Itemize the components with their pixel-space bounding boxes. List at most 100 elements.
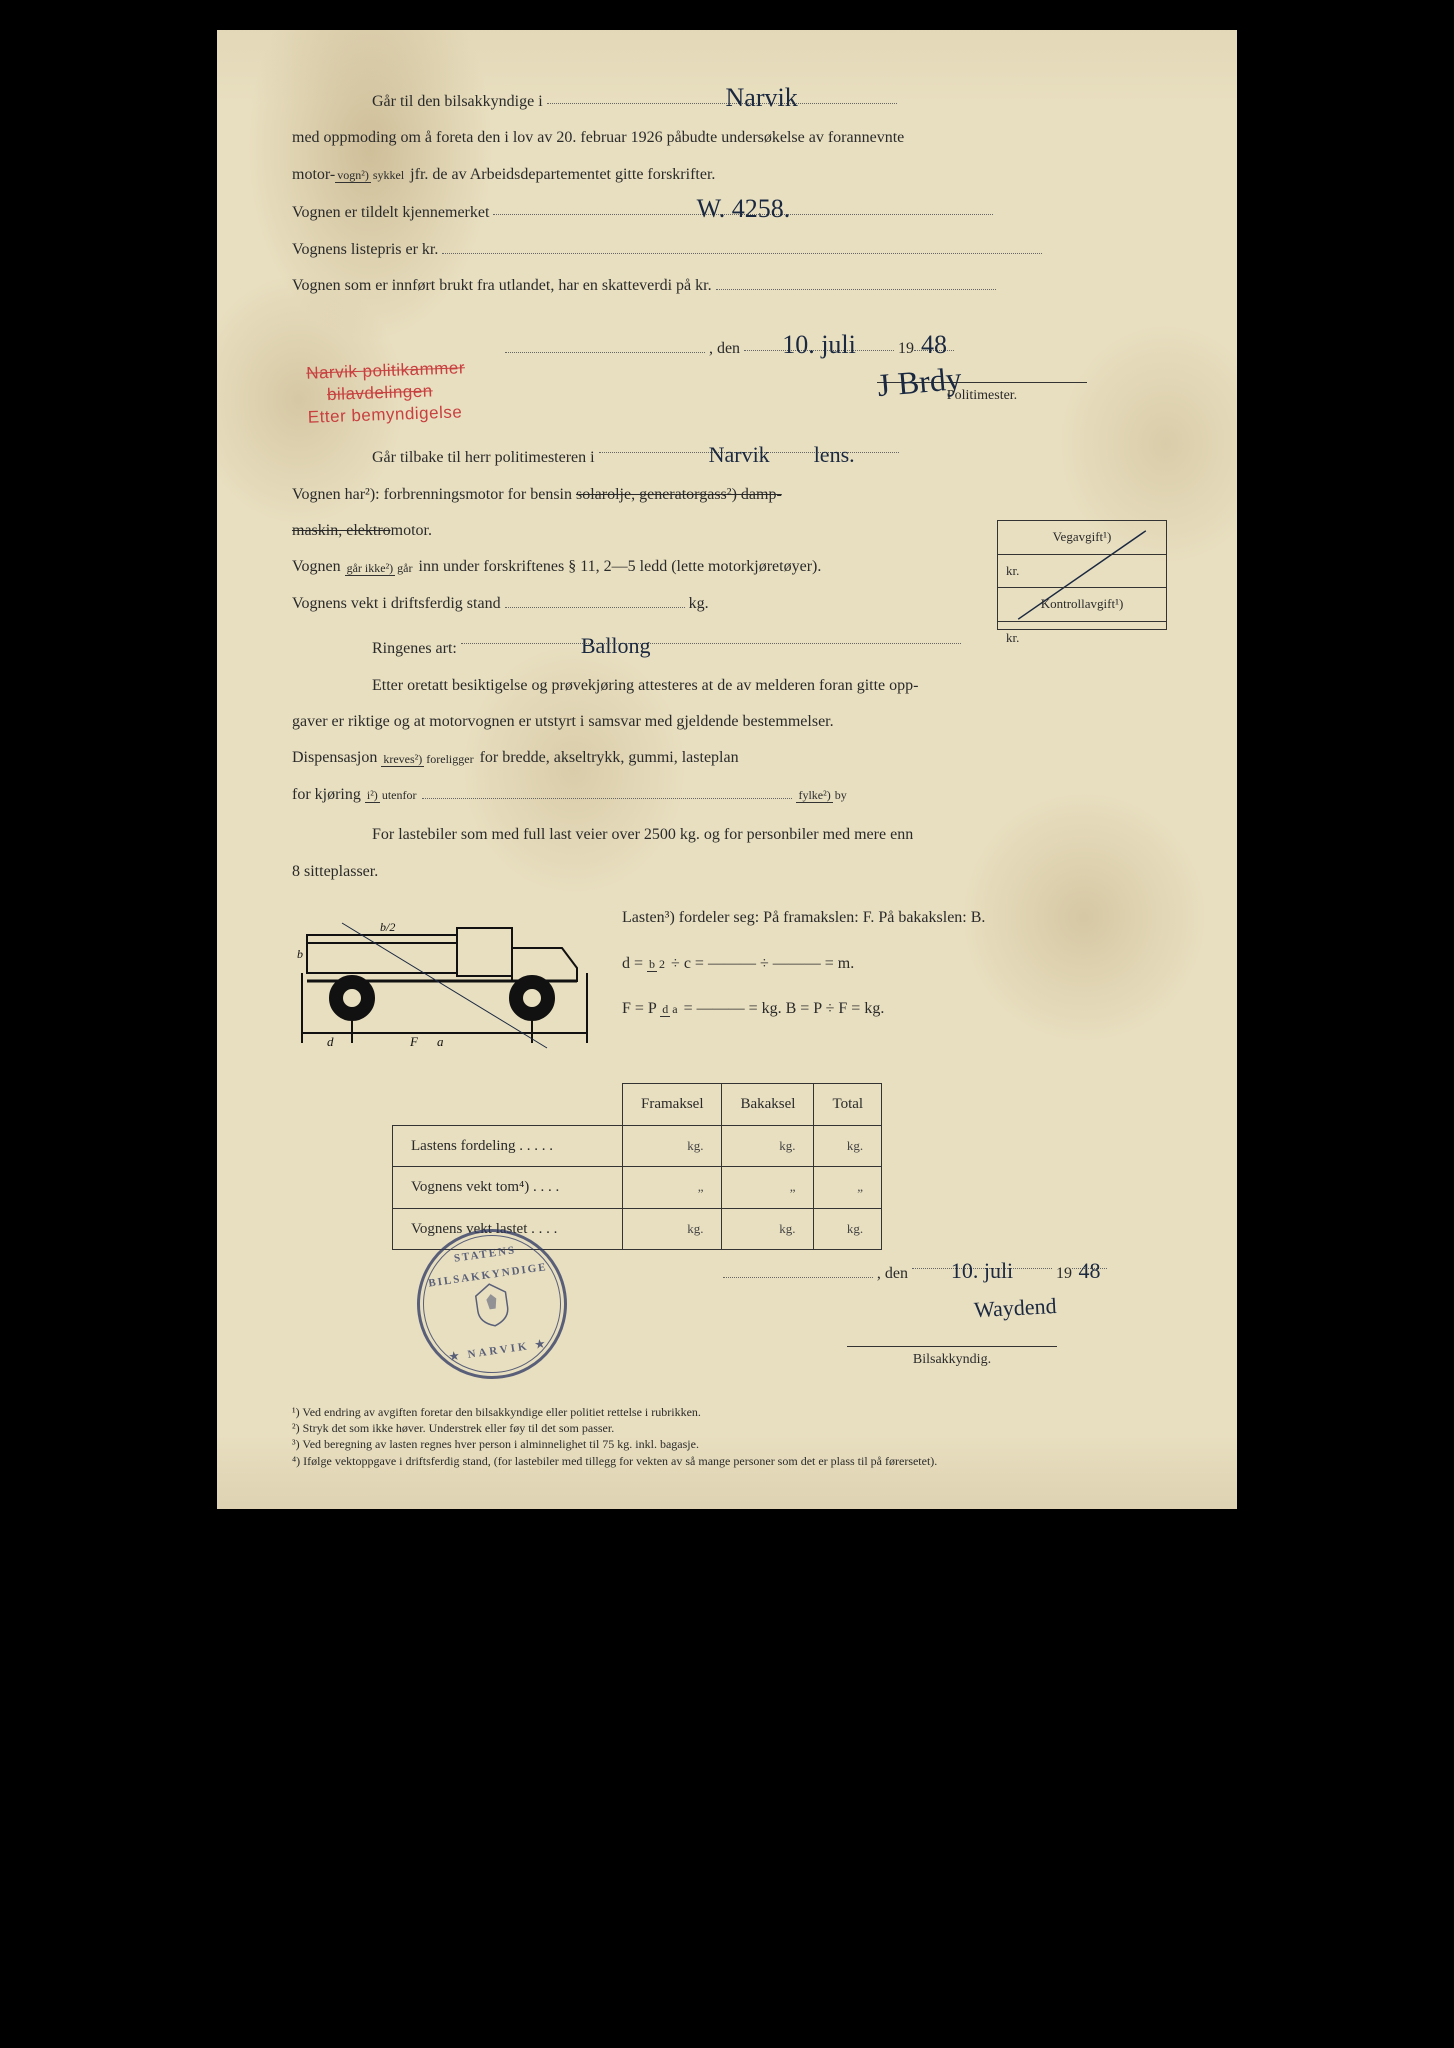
text-jfr: jfr. de av Arbeidsdepartementet gitte fo… [406,166,715,183]
text-paragraf: inn under forskriftenes § 11, 2—5 ledd (… [415,558,822,575]
svg-text:F: F [409,1034,419,1049]
line-return: Går tilbake til herr politimesteren i Na… [292,434,1167,473]
handwritten-date2: 10. juli [951,1258,1013,1283]
line-dispens: Dispensasjon kreves²)foreligger for bred… [292,743,1167,773]
text-engine: Vognen har²): forbrenningsmotor for bens… [292,486,576,503]
text-19b: 19 [1056,1265,1072,1282]
frac-utenfor: i²)utenfor [365,789,419,801]
signature-block-1: J Brdy Politimester. [877,360,1087,410]
sig2-label: Bilsakkyndig. [847,1347,1057,1374]
line-goes-to: Går til den bilsakkyndige i Narvik [292,85,1167,117]
fill-date1: 10. juli [744,332,894,351]
text-den1: , den [709,340,740,357]
footnote-3: ³) Ved beregning av lasten regnes hver p… [292,1436,1167,1452]
fill-listprice [442,235,1042,254]
text-weight: Vognens vekt i driftsferdig stand [292,595,501,612]
red-stamp: Narvik politikammer bilavdelingen Etter … [306,357,467,429]
svg-text:a: a [437,1034,444,1049]
fill-place1 [505,334,705,353]
handwritten-lens: lens. [814,442,855,467]
svg-text:b: b [297,947,303,961]
fill-place2 [723,1259,873,1278]
th-framaksel: Framaksel [623,1084,722,1126]
document-page: Går til den bilsakkyndige i Narvik med o… [217,30,1237,1509]
line-attest1: Etter oretatt besiktigelse og prøvekjøri… [292,671,1167,701]
handwritten-yr2: 48 [1079,1258,1101,1283]
fee-veg: Vegavgift¹) [998,521,1166,554]
text-kjoring: for kjøring [292,786,365,803]
text-motor: motor- [292,166,335,183]
truck-diagram: a d F b b/2 [292,903,602,1053]
fee-kont: Kontrollavgift¹) [998,587,1166,621]
fee-box: Vegavgift¹) kr. Kontrollavgift¹) kr. [997,520,1167,630]
text-goes-to: Går til den bilsakkyndige i [372,93,543,110]
line-listprice: Vognens listepris er kr. [292,235,1167,266]
text-den2: , den [877,1265,908,1282]
text-dispens: Dispensasjon [292,749,381,766]
fill-fylke [422,780,792,799]
row-tom: Vognens vekt tom⁴) . . . . [393,1167,623,1209]
text-vognen: Vognen [292,558,345,575]
strike-maskin: maskin, elektro [292,522,391,539]
fill-taxvalue [716,271,996,290]
handwritten-tyres: Ballong [581,633,651,658]
text-kg: kg. [689,595,709,612]
fill-date2: 10. juli [912,1250,1052,1269]
line-load-intro: For lastebiler som med full last veier o… [292,820,1167,850]
line-load-intro2: 8 sitteplasser. [292,857,1167,887]
footnotes: ¹) Ved endring av avgiften foretar den b… [292,1404,1167,1469]
th-bakaksel: Bakaksel [722,1084,814,1126]
text-listprice: Vognens listepris er kr. [292,241,438,258]
fee-kr1: kr. [998,554,1166,588]
text-tyres: Ringenes art: [372,640,457,657]
truck-row: a d F b b/2 Lasten³) fordeler seg: På fr… [292,893,1167,1063]
formula-f: F = P da = ——— = kg. B = P ÷ F = kg. [622,994,1167,1024]
line-request: med oppmoding om å foreta den i lov av 2… [292,123,1167,153]
svg-text:d: d [327,1034,334,1049]
text-taxvalue: Vognen som er innført brukt fra utlandet… [292,277,712,294]
handwritten-date1: 10. juli [782,330,856,359]
row-lastens: Lastens fordeling . . . . . [393,1125,623,1167]
table-row: Vognens vekt tom⁴) . . . . „ „ „ [393,1167,882,1209]
frac-fylke: fylke²)by [796,789,848,801]
fill-city2: Narvik lens. [599,434,899,453]
line-engine: Vognen har²): forbrenningsmotor for bens… [292,480,1167,510]
fill-city1: Narvik [547,85,897,104]
signature-block-2: Waydend Bilsakkyndig. [292,1305,1057,1374]
strike-solarolje: solarolje, generatorgass²) damp- [576,486,782,503]
table-row: Lastens fordeling . . . . . kg. kg. kg. [393,1125,882,1167]
handwritten-yr1: 48 [921,330,947,359]
fill-tyres: Ballong [461,625,961,644]
svg-text:b/2: b/2 [380,920,395,934]
text-19a: 19 [898,340,914,357]
frac-kreves: kreves²)foreligger [381,753,475,765]
footnote-4: ⁴) Ifølge vektoppgave i driftsferdig sta… [292,1453,1167,1469]
text-bredde: for bredde, akseltrykk, gummi, lasteplan [476,749,739,766]
fill-yr2: 48 [1072,1250,1107,1269]
text-plate-label: Vognen er tildelt kjennemerket [292,204,489,221]
handwritten-plate: W. 4258. [697,194,791,223]
fill-weight [505,589,685,608]
table-header-row: Framaksel Bakaksel Total [393,1084,882,1126]
handwritten-city2: Narvik [709,442,770,467]
line-attest2: gaver er riktige og at motorvognen er ut… [292,707,1167,737]
footnote-2: ²) Stryk det som ikke høver. Understrek … [292,1420,1167,1436]
fill-yr1: 48 [914,332,954,351]
handwritten-city1: Narvik [726,83,798,112]
load-distrib: Lasten³) fordeler seg: På framakslen: F.… [622,903,1167,933]
line-taxvalue: Vognen som er innført brukt fra utlandet… [292,271,1167,302]
frac-gar: går ikke²)går [345,562,415,574]
formula-block: Lasten³) fordeler seg: På framakslen: F.… [622,893,1167,1030]
weight-table: Framaksel Bakaksel Total Lastens fordeli… [392,1083,882,1250]
frac-vogn-sykkel: vogn²)sykkel [335,169,406,181]
text-return: Går tilbake til herr politimesteren i [372,449,595,466]
formula-d: d = b2 ÷ c = ——— ÷ ——— = m. [622,949,1167,979]
fee-kr2: kr. [998,621,1166,655]
line-kjoring: for kjøring i²)utenfor fylke²)by [292,780,1167,811]
line-motor: motor-vogn²)sykkel jfr. de av Arbeidsdep… [292,160,1167,190]
fill-plate: W. 4258. [493,196,993,215]
line-plate: Vognen er tildelt kjennemerket W. 4258. [292,196,1167,228]
text-motor2: motor. [391,522,432,539]
th-total: Total [814,1084,882,1126]
footnote-1: ¹) Ved endring av avgiften foretar den b… [292,1404,1167,1420]
